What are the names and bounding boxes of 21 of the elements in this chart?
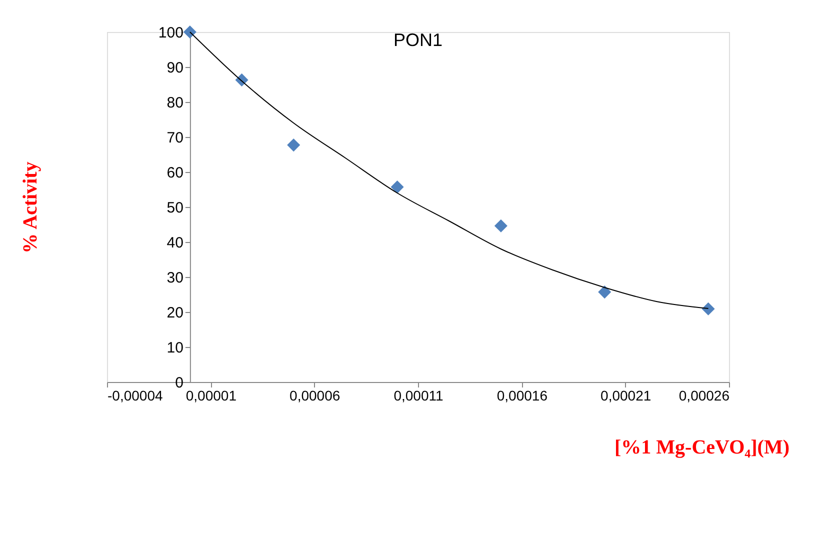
x-axis-title: [%1 Mg-CeVO₄](M) bbox=[614, 436, 790, 458]
x-tick-label: 0,00016 bbox=[496, 388, 548, 404]
y-tick-label: 60 bbox=[166, 164, 184, 182]
x-tick-label: 0,00011 bbox=[394, 388, 444, 404]
y-tick-label: 70 bbox=[166, 130, 184, 146]
y-tick-label: 90 bbox=[166, 60, 184, 76]
y-tick-label: 50 bbox=[166, 200, 184, 216]
y-tick-label: 100 bbox=[158, 24, 184, 42]
y-axis-title: % Activity bbox=[20, 162, 42, 254]
y-tick-label: 80 bbox=[166, 94, 184, 112]
chart-title: PON1 bbox=[393, 30, 443, 50]
y-tick-label: 30 bbox=[166, 270, 184, 286]
y-tick-label: 0 bbox=[175, 374, 184, 392]
x-tick-label: -0,00004 bbox=[108, 388, 163, 404]
x-tick-label: 0,00026 bbox=[678, 388, 730, 404]
x-tick-label: 0,00021 bbox=[600, 388, 652, 404]
y-tick-label: 10 bbox=[166, 340, 184, 356]
y-tick-label: 40 bbox=[166, 234, 184, 252]
x-tick-label: 0,00006 bbox=[290, 388, 340, 404]
x-tick-label: 0,00001 bbox=[186, 388, 237, 404]
y-tick-label: 20 bbox=[166, 304, 184, 322]
